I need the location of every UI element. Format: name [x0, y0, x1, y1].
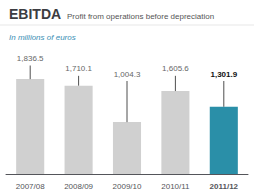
svg-text:1,301.9: 1,301.9	[210, 70, 237, 79]
svg-text:2011/12: 2011/12	[210, 182, 239, 191]
svg-text:1,836.5: 1,836.5	[17, 54, 44, 63]
svg-text:1,710.1: 1,710.1	[65, 64, 92, 73]
svg-text:2008/09: 2008/09	[64, 182, 93, 191]
svg-text:Profit from operations before: Profit from operations before depreciati…	[67, 12, 214, 21]
svg-text:2010/11: 2010/11	[161, 182, 190, 191]
svg-text:2009/10: 2009/10	[113, 182, 142, 191]
svg-text:2007/08: 2007/08	[16, 182, 45, 191]
svg-text:EBITDA: EBITDA	[9, 6, 61, 22]
svg-text:In millions of euros: In millions of euros	[9, 33, 76, 42]
svg-text:1,605.6: 1,605.6	[162, 64, 189, 73]
svg-text:1,004.3: 1,004.3	[114, 70, 141, 79]
